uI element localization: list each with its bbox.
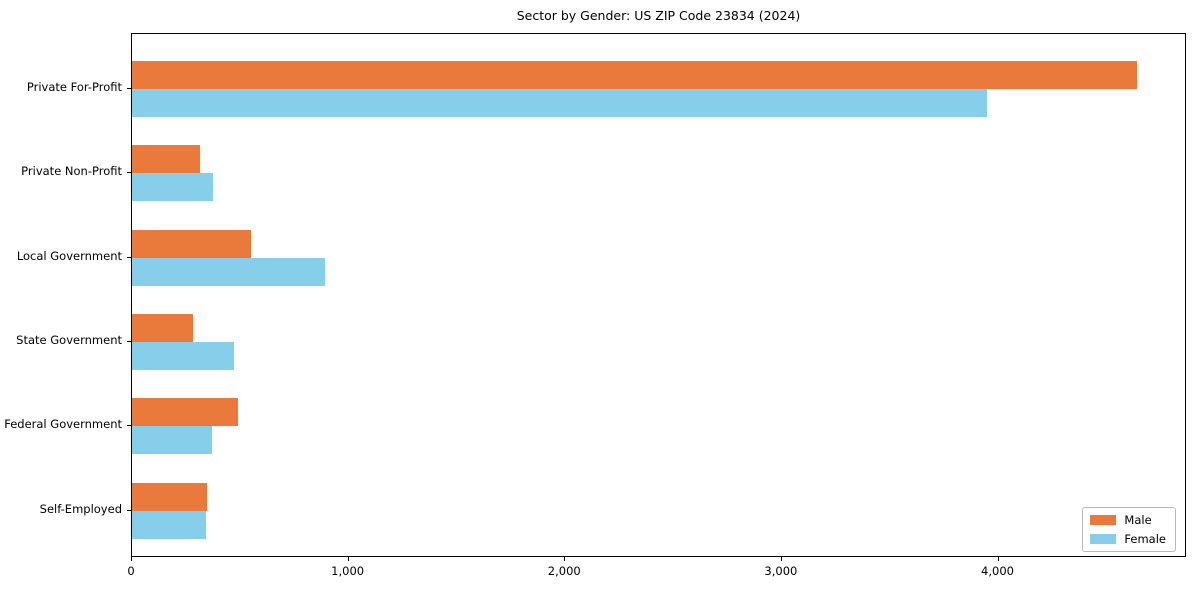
legend-label: Male [1124,513,1152,527]
x-tick-label-1: 1,000 [331,564,365,578]
bar-female-3 [132,341,234,370]
y-axis-label-1: Private Non-Profit [21,164,122,179]
x-tick-label-0: 0 [127,564,135,578]
y-tick-mark [127,88,131,89]
legend-swatch-male [1090,515,1117,525]
legend: Male Female [1082,507,1176,552]
legend-label: Female [1124,532,1166,546]
x-tick-mark [780,557,782,561]
bar-male-0 [132,61,1138,89]
x-tick-mark [131,557,132,561]
legend-item-male: Male [1090,513,1166,527]
y-tick-mark [127,425,131,427]
x-tick-mark [564,557,566,561]
bar-female-1 [132,173,214,202]
bar-male-3 [132,313,193,342]
x-tick-mark [997,557,999,561]
y-tick-mark [127,509,131,511]
bar-female-2 [132,257,325,286]
bar-male-1 [132,145,201,174]
bar-female-4 [132,426,213,455]
x-tick-label-4: 4,000 [981,564,1014,578]
y-axis-label-5: Self-Employed [39,501,122,516]
y-axis-label-0: Private For-Profit [26,80,122,94]
y-tick-mark [127,256,131,258]
legend-swatch-female [1090,534,1117,544]
y-tick-mark [127,340,131,342]
y-axis-label-3: State Government [16,332,122,347]
y-tick-mark [127,172,131,174]
plot-area: Male Female [131,33,1186,557]
bar-female-5 [132,510,206,539]
bar-male-2 [132,229,252,258]
chart-title: Sector by Gender: US ZIP Code 23834 (202… [516,8,801,23]
y-axis-label-2: Local Government [16,248,122,263]
x-tick-mark [347,557,349,561]
x-tick-label-2: 2,000 [547,564,581,578]
bar-male-4 [132,398,239,427]
x-tick-label-3: 3,000 [764,564,798,578]
y-axis-label-4: Federal Government [4,417,122,432]
legend-item-female: Female [1090,532,1166,546]
bar-female-0 [132,89,987,117]
bar-male-5 [132,482,207,511]
